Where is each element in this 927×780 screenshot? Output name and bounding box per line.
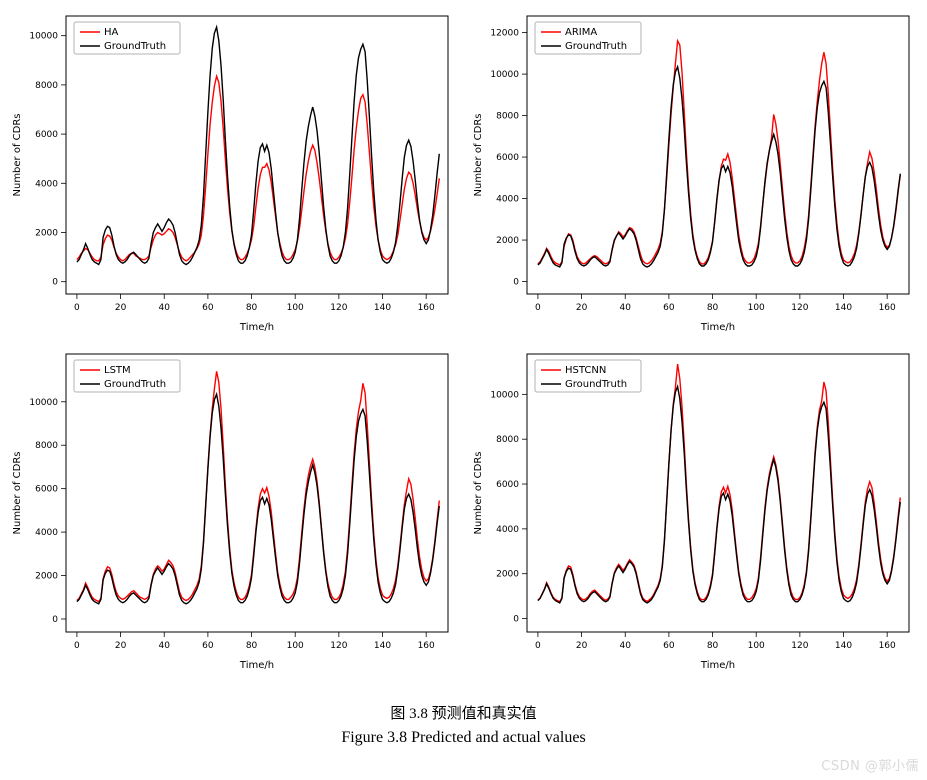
svg-text:100: 100 <box>287 641 304 651</box>
svg-text:60: 60 <box>202 641 214 651</box>
svg-text:0: 0 <box>535 641 541 651</box>
svg-text:12000: 12000 <box>490 29 519 39</box>
svg-text:4000: 4000 <box>496 195 519 205</box>
svg-text:40: 40 <box>619 303 631 313</box>
svg-text:0: 0 <box>52 615 58 625</box>
watermark: CSDN @郭小儒 <box>821 755 919 774</box>
svg-text:6000: 6000 <box>35 485 58 495</box>
svg-text:160: 160 <box>878 641 895 651</box>
svg-text:40: 40 <box>619 641 631 651</box>
svg-text:20: 20 <box>115 303 127 313</box>
svg-text:0: 0 <box>52 278 58 288</box>
svg-text:140: 140 <box>374 303 391 313</box>
chart-grid: 0204060801001201401600200040006000800010… <box>4 4 923 678</box>
svg-text:HA: HA <box>104 27 119 38</box>
caption-chinese: 图 3.8 预测值和真实值 <box>4 702 923 723</box>
svg-text:8000: 8000 <box>35 441 58 451</box>
svg-text:20: 20 <box>575 303 587 313</box>
svg-text:100: 100 <box>287 303 304 313</box>
svg-text:Number of CDRs: Number of CDRs <box>12 451 23 534</box>
svg-text:2000: 2000 <box>496 570 519 580</box>
svg-text:0: 0 <box>74 303 80 313</box>
svg-text:2000: 2000 <box>35 572 58 582</box>
svg-text:120: 120 <box>330 303 347 313</box>
svg-text:Number of CDRs: Number of CDRs <box>473 451 484 534</box>
svg-text:0: 0 <box>513 278 519 288</box>
svg-text:GroundTruth: GroundTruth <box>104 41 166 52</box>
svg-text:GroundTruth: GroundTruth <box>104 379 166 390</box>
chart-svg: 0 20 40 60 80 100 120 140 160 0 2000 4000 6000 8000 10… <box>465 4 921 340</box>
svg-text:120: 120 <box>791 641 808 651</box>
chart-svg: 0 20 40 60 80 100 120 140 160 0 2000 4000 6000 8000 10… <box>4 4 460 340</box>
svg-text:Number of CDRs: Number of CDRs <box>473 113 484 196</box>
svg-text:80: 80 <box>246 641 258 651</box>
svg-text:160: 160 <box>878 303 895 313</box>
svg-text:20: 20 <box>115 641 127 651</box>
svg-text:Time/h: Time/h <box>239 322 274 333</box>
panel-lstm: 0 20 40 60 80 100 120 140 160 0 2000 4000 6000 8000 10… <box>4 342 463 678</box>
svg-text:6000: 6000 <box>496 480 519 490</box>
svg-text:40: 40 <box>159 303 171 313</box>
svg-text:6000: 6000 <box>35 130 58 140</box>
svg-text:60: 60 <box>663 641 675 651</box>
svg-text:80: 80 <box>246 303 258 313</box>
panel-arima: 0 20 40 60 80 100 120 140 160 0 2000 4000 6000 8000 10… <box>465 4 924 340</box>
svg-text:GroundTruth: GroundTruth <box>565 41 627 52</box>
panel-ha: 0 20 40 60 80 100 120 140 160 0 2000 4000 6000 8000 10… <box>4 4 463 340</box>
svg-text:40: 40 <box>159 641 171 651</box>
svg-text:0: 0 <box>513 615 519 625</box>
svg-text:10000: 10000 <box>29 32 58 42</box>
svg-text:100: 100 <box>747 641 764 651</box>
svg-text:100: 100 <box>747 303 764 313</box>
panel-hstcnn: 0 20 40 60 80 100 120 140 160 0 2000 4000 6000 8000 10… <box>465 342 924 678</box>
svg-text:60: 60 <box>663 303 675 313</box>
svg-text:0: 0 <box>74 641 80 651</box>
svg-text:Time/h: Time/h <box>239 660 274 671</box>
svg-text:LSTM: LSTM <box>104 365 131 376</box>
captions: 图 3.8 预测值和真实值 Figure 3.8 Predicted and a… <box>4 702 923 747</box>
svg-text:4000: 4000 <box>35 528 58 538</box>
svg-text:80: 80 <box>706 303 718 313</box>
svg-text:10000: 10000 <box>29 398 58 408</box>
svg-text:Number of CDRs: Number of CDRs <box>12 113 23 196</box>
svg-text:20: 20 <box>575 641 587 651</box>
svg-text:4000: 4000 <box>496 525 519 535</box>
svg-text:8000: 8000 <box>496 112 519 122</box>
svg-text:160: 160 <box>418 641 435 651</box>
caption-english: Figure 3.8 Predicted and actual values <box>4 729 923 747</box>
svg-text:80: 80 <box>706 641 718 651</box>
svg-text:GroundTruth: GroundTruth <box>565 379 627 390</box>
svg-text:160: 160 <box>418 303 435 313</box>
svg-text:0: 0 <box>535 303 541 313</box>
chart-svg: 0 20 40 60 80 100 120 140 160 0 2000 4000 6000 8000 10… <box>465 342 921 678</box>
svg-text:Time/h: Time/h <box>699 322 734 333</box>
svg-text:4000: 4000 <box>35 179 58 189</box>
svg-text:120: 120 <box>791 303 808 313</box>
svg-text:8000: 8000 <box>35 81 58 91</box>
svg-text:140: 140 <box>374 641 391 651</box>
chart-svg: 0 20 40 60 80 100 120 140 160 0 2000 4000 6000 8000 10… <box>4 342 460 678</box>
svg-text:2000: 2000 <box>35 228 58 238</box>
svg-text:2000: 2000 <box>496 236 519 246</box>
svg-text:10000: 10000 <box>490 390 519 400</box>
svg-text:8000: 8000 <box>496 435 519 445</box>
svg-text:ARIMA: ARIMA <box>565 27 597 38</box>
svg-text:140: 140 <box>834 303 851 313</box>
svg-text:HSTCNN: HSTCNN <box>565 365 606 376</box>
svg-text:6000: 6000 <box>496 153 519 163</box>
figure-3-8: 0204060801001201401600200040006000800010… <box>0 0 927 751</box>
svg-text:140: 140 <box>834 641 851 651</box>
svg-text:10000: 10000 <box>490 70 519 80</box>
svg-text:60: 60 <box>202 303 214 313</box>
svg-text:Time/h: Time/h <box>699 660 734 671</box>
svg-text:120: 120 <box>330 641 347 651</box>
